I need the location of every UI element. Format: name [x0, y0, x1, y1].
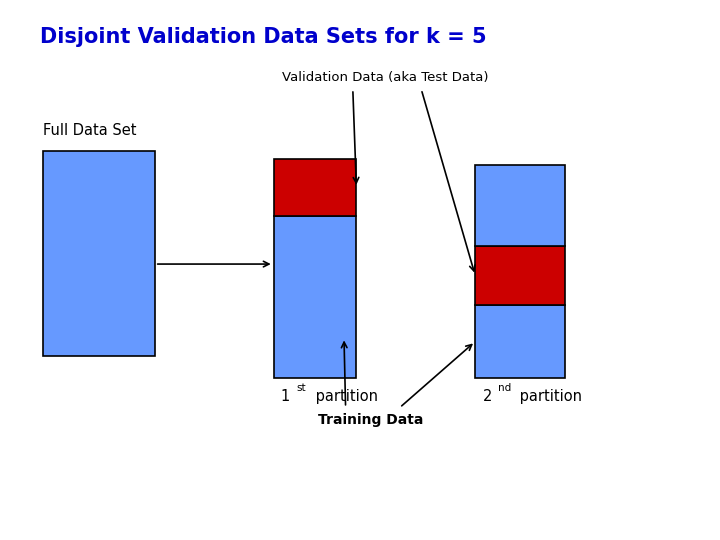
Text: Validation Data (aka Test Data): Validation Data (aka Test Data) [282, 71, 488, 84]
Text: nd: nd [498, 383, 511, 394]
Bar [43, 151, 155, 356]
Bar [274, 216, 356, 378]
Bar [475, 165, 565, 246]
Text: 2: 2 [482, 389, 492, 404]
Text: Full Data Set: Full Data Set [43, 123, 137, 138]
Text: partition: partition [515, 389, 582, 404]
Bar [475, 305, 565, 378]
Text: st: st [297, 383, 306, 394]
Text: Disjoint Validation Data Sets for k = 5: Disjoint Validation Data Sets for k = 5 [40, 27, 486, 47]
Bar [274, 159, 356, 216]
Text: Training Data: Training Data [318, 413, 423, 427]
Bar [475, 246, 565, 305]
Text: partition: partition [311, 389, 378, 404]
Text: 1: 1 [281, 389, 290, 404]
